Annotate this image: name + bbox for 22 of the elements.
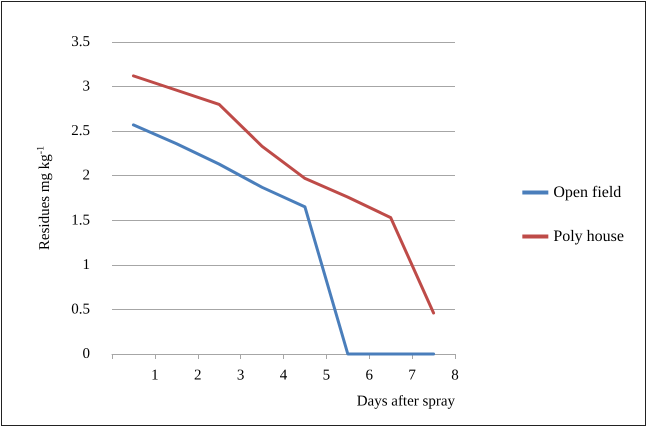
legend-label: Open field [553, 184, 622, 201]
x-tick-label: 7 [408, 368, 416, 384]
line-series [132, 74, 436, 314]
x-tick-label: 4 [280, 368, 288, 384]
x-tick-label: 8 [451, 368, 459, 384]
y-tick-label: 2 [82, 168, 90, 184]
x-tick-label: 6 [366, 368, 374, 384]
y-tick-label: 1.5 [71, 212, 90, 228]
x-tick-label: 3 [236, 368, 244, 384]
legend-label: Poly house [553, 228, 624, 245]
y-tick-label: 0.5 [71, 301, 90, 318]
x-tick-label: 5 [322, 368, 330, 384]
x-tick-label: 2 [194, 368, 202, 384]
y-axis-title: Residues mg kg-1 [36, 146, 53, 250]
x-tick-label: 1 [151, 368, 159, 384]
y-tick-label: 2.5 [71, 123, 90, 140]
y-tick-label: 1 [82, 256, 90, 273]
y-tick-label: 3 [82, 78, 90, 95]
line-series [132, 123, 436, 356]
x-axis-title: Days after spray [356, 394, 456, 410]
y-tick-label: 0 [82, 346, 90, 362]
y-tick-label: 3.5 [71, 34, 90, 50]
